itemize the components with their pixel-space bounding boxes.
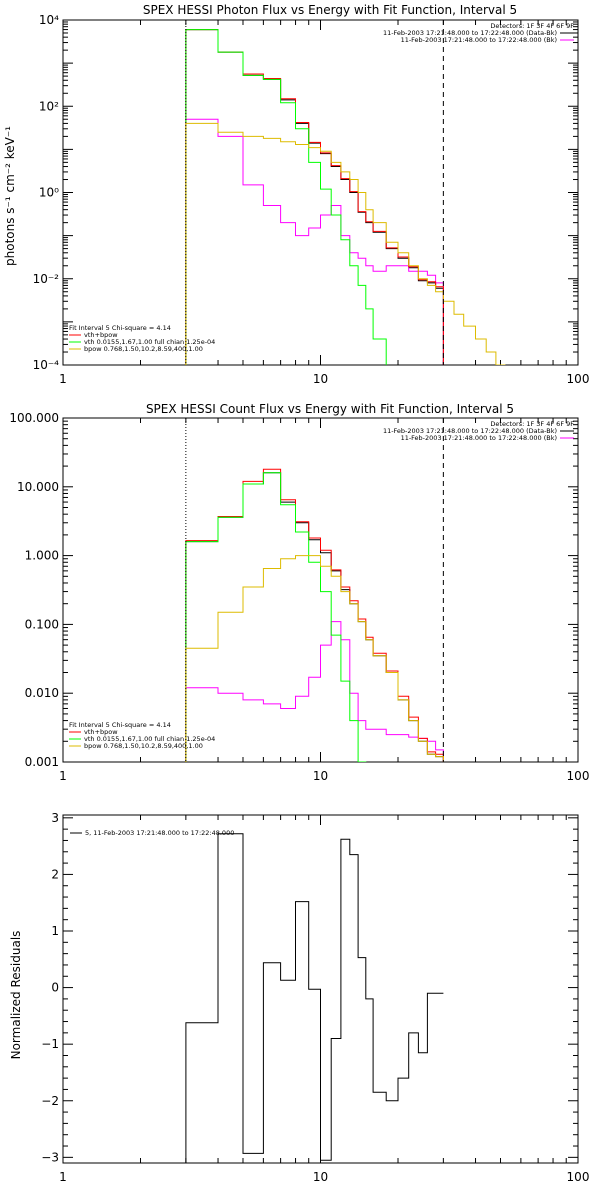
x-tick-label: 1 xyxy=(59,372,67,386)
chart-title: SPEX HESSI Count Flux vs Energy with Fit… xyxy=(146,402,514,416)
legend-entry: bpow 0.768,1.50,10.2,8.59,400,1.00 xyxy=(84,742,203,750)
y-tick-label: 1.000 xyxy=(25,549,59,563)
y-tick-label: 0.001 xyxy=(25,755,59,769)
legend-entry: vth 0.0155,1.67,1.00 full chian 1.25e-04 xyxy=(84,338,215,346)
y-tick-label: 10⁴ xyxy=(39,13,59,27)
series-vth-line xyxy=(185,472,367,762)
legend-entry: Fit Interval 5 Chi-square = 4.14 xyxy=(69,324,171,332)
plot-frame xyxy=(62,19,579,366)
legend-entry: 11-Feb-2003 17:21:48.000 to 17:22:48.000… xyxy=(383,29,557,37)
x-tick-label: 100 xyxy=(567,1170,590,1184)
count-flux-chart: SPEX HESSI Count Flux vs Energy with Fit… xyxy=(9,402,589,783)
series-vth-line xyxy=(185,29,387,365)
x-tick-label: 1 xyxy=(59,1170,67,1184)
series-bk-line xyxy=(185,621,444,762)
legend-entry: 11-Feb-2003 17:21:48.000 to 17:22:48.000… xyxy=(401,36,557,44)
x-tick-label: 10 xyxy=(313,1170,328,1184)
y-tick-label: −1 xyxy=(41,1037,59,1051)
series-vthbpow-line xyxy=(185,29,444,365)
y-tick-label: −2 xyxy=(41,1094,59,1108)
y-tick-label: 10⁰ xyxy=(39,186,59,200)
y-tick-label: 1 xyxy=(51,924,59,938)
legend-entry: vth+bpow xyxy=(84,728,118,736)
legend-entry: bpow 0.768,1.50,10.2,8.59,400,1.00 xyxy=(84,345,203,353)
y-tick-label: 0 xyxy=(51,981,59,995)
series-group xyxy=(185,468,444,762)
legend-entry: vth 0.0155,1.67,1.00 full chian 1.25e-04 xyxy=(84,735,215,743)
series-data-line xyxy=(185,472,444,762)
x-tick-label: 10 xyxy=(313,372,328,386)
y-tick-label: 10² xyxy=(39,99,59,113)
legend-entry: Detectors: 1F 3F 4F 6F 9F xyxy=(490,22,574,30)
y-tick-label: 3 xyxy=(51,811,59,825)
legend-entry: 11-Feb-2003 17:21:48.000 to 17:22:48.000… xyxy=(401,434,557,442)
y-axis-label: Normalized Residuals xyxy=(9,931,23,1060)
photon-flux-chart: SPEX HESSI Photon Flux vs Energy with Fi… xyxy=(3,3,589,386)
series-group xyxy=(185,29,506,365)
series-group xyxy=(185,833,444,1163)
y-tick-label: 2 xyxy=(51,867,59,881)
x-tick-label: 100 xyxy=(567,372,590,386)
y-tick-label: 10.000 xyxy=(17,480,59,494)
y-tick-label: 10⁻² xyxy=(33,272,60,286)
legend-entry: 5, 11-Feb-2003 17:21:48.000 to 17:22:48.… xyxy=(85,829,234,837)
series-bpow-line xyxy=(185,122,506,365)
legend-entry: vth+bpow xyxy=(84,331,118,339)
y-tick-label: 10⁻⁴ xyxy=(33,358,60,372)
y-tick-label: −3 xyxy=(41,1150,59,1164)
legend-entry: Detectors: 1F 3F 4F 6F 9F xyxy=(490,420,574,428)
residuals-chart: Normalized Residuals 1 10 100 −3 −2 −1 0 1 2 3 5, … xyxy=(9,811,589,1184)
legend-entry: Fit Interval 5 Chi-square = 4.14 xyxy=(69,721,171,729)
x-tick-label: 1 xyxy=(59,769,67,783)
series-data-line xyxy=(185,29,444,365)
x-tick-label: 10 xyxy=(313,769,328,783)
legend-entry: 11-Feb-2003 17:21:48.000 to 17:22:48.000… xyxy=(383,427,557,435)
series-resid-line xyxy=(185,833,444,1163)
y-axis-label: photons s⁻¹ cm⁻² keV⁻¹ xyxy=(3,126,17,266)
y-tick-label: 0.010 xyxy=(25,686,59,700)
chart-title: SPEX HESSI Photon Flux vs Energy with Fi… xyxy=(143,3,517,17)
x-tick-label: 100 xyxy=(567,769,590,783)
y-tick-label: 0.100 xyxy=(25,617,59,631)
y-tick-label: 100.000 xyxy=(9,411,59,425)
series-bk-line xyxy=(185,118,444,365)
series-bpow-line xyxy=(185,555,444,762)
series-vthbpow-line xyxy=(185,468,444,762)
